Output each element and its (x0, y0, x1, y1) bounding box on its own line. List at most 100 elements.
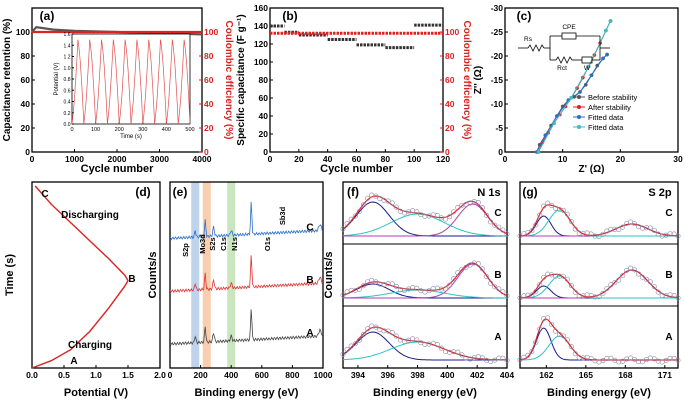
inset-y-tick-label: 0.8 (64, 77, 71, 83)
x-axis-label: Binding energy (eV) (547, 387, 651, 399)
x-tick-label: 800 (285, 370, 299, 380)
data-point (588, 355, 594, 361)
subpanel-label: A (494, 332, 501, 343)
data-point (533, 289, 539, 295)
x-tick-label: 0 (30, 154, 35, 164)
data-point (483, 274, 489, 280)
peak-label: Sb3d (278, 206, 287, 225)
data-point (340, 226, 346, 232)
data-point (467, 262, 473, 268)
legend-marker (577, 115, 581, 119)
data-point (643, 276, 649, 282)
data-point (635, 359, 641, 365)
highlight-band-0 (191, 182, 200, 368)
data-point (348, 216, 354, 222)
x-tick-label: 402 (470, 370, 484, 380)
gcd-curve (31, 185, 129, 369)
y-tick-label: -15 (491, 75, 504, 85)
panel-label: (g) (522, 185, 537, 199)
data-point (560, 333, 566, 339)
data-point (659, 293, 665, 299)
data-point (584, 292, 590, 298)
data-point (533, 339, 539, 345)
y-tick-label: 60 (259, 93, 269, 103)
data-point (517, 233, 523, 239)
y-tick-label: 0 (25, 147, 30, 157)
data-point (373, 193, 379, 199)
plot-frame (342, 181, 508, 369)
inset-x-tick-label: 400 (162, 127, 171, 133)
inset-cycle-7 (154, 39, 167, 125)
annotation: C (41, 189, 48, 200)
series-2-point (589, 73, 594, 77)
inset-x-tick-label: 200 (115, 127, 124, 133)
fit-component-1 (343, 213, 507, 237)
data-point (564, 337, 570, 343)
peak-label: N1s (230, 237, 239, 251)
y-tick-label: -30 (491, 3, 504, 13)
data-point (360, 332, 366, 338)
spectrum-B (169, 255, 324, 294)
data-point (389, 200, 395, 206)
data-point (620, 224, 626, 230)
plot-frame (169, 181, 324, 369)
x-tick-label: 0.5 (58, 370, 70, 380)
data-point (438, 345, 444, 351)
panel-f: 394 396 398 400 402 404 Binding energy (eV) Cou… (323, 181, 514, 399)
inset-y-tick-label: 0.6 (64, 88, 71, 94)
x-tick-label: 2000 (108, 154, 127, 164)
fit-envelope (520, 269, 679, 299)
data-point (521, 293, 527, 299)
data-point (483, 212, 489, 218)
fit-envelope (342, 195, 508, 235)
circuit-resistor-rct (555, 56, 573, 64)
data-point (549, 321, 555, 327)
highlight-band-1 (202, 182, 211, 368)
data-point (356, 209, 362, 215)
panel-d: 0.0 0.5 1.0 1.5 2.0 Potential (V) Time (s) (d) C… (4, 181, 166, 399)
y-axis-label: Z'' (Ω) (473, 66, 484, 94)
series-3-point (552, 121, 556, 125)
data-point (651, 356, 657, 362)
inset-x-tick-label: 100 (91, 127, 100, 133)
legend-marker (577, 125, 581, 129)
x-axis-label: Cycle number (320, 163, 393, 175)
data-point (393, 283, 399, 289)
x-axis-label: Potential (V) (64, 387, 129, 399)
inset-x-label: Time (s) (120, 134, 142, 140)
x-axis-label: Binding energy (eV) (373, 387, 477, 399)
data-point (655, 231, 661, 237)
inset-y-tick-label: 0.0 (64, 122, 71, 128)
annotation: A (70, 356, 77, 367)
data-point (604, 355, 610, 361)
y-axis-label: Counts/s (323, 251, 335, 298)
panel-g: 162 165 168 171 Binding energy (eV) (g) S 2p C B… (517, 181, 681, 399)
data-point (500, 355, 506, 361)
fit-component-0 (342, 283, 507, 299)
data-point (529, 228, 535, 234)
data-point (500, 289, 506, 295)
series-2-point (578, 90, 582, 94)
y-tick-label: 40 (259, 111, 269, 121)
data-point (541, 274, 547, 280)
data-point (360, 202, 366, 208)
annotation: Charging (68, 340, 112, 351)
fit-envelope (519, 204, 678, 237)
spectrum-A (169, 309, 324, 347)
fit-component-0 (342, 331, 507, 361)
inset-y-tick-label: 1.0 (64, 66, 71, 72)
data-point (576, 293, 582, 299)
data-point (500, 227, 506, 233)
data-point (588, 231, 594, 237)
data-point (620, 358, 626, 364)
data-point (549, 202, 555, 208)
spectrum-label: C (306, 222, 313, 233)
y-axis-label: Specific capacitance (F g⁻¹) (236, 14, 247, 145)
data-point (479, 355, 485, 361)
data-point (344, 221, 350, 227)
data-point (545, 271, 551, 277)
x-tick-label: 400 (440, 370, 454, 380)
data-point (596, 294, 602, 300)
series-3-point (536, 150, 541, 154)
panel-b: 0 20 40 60 80 100 1200204060801001201401600204… (236, 3, 472, 175)
